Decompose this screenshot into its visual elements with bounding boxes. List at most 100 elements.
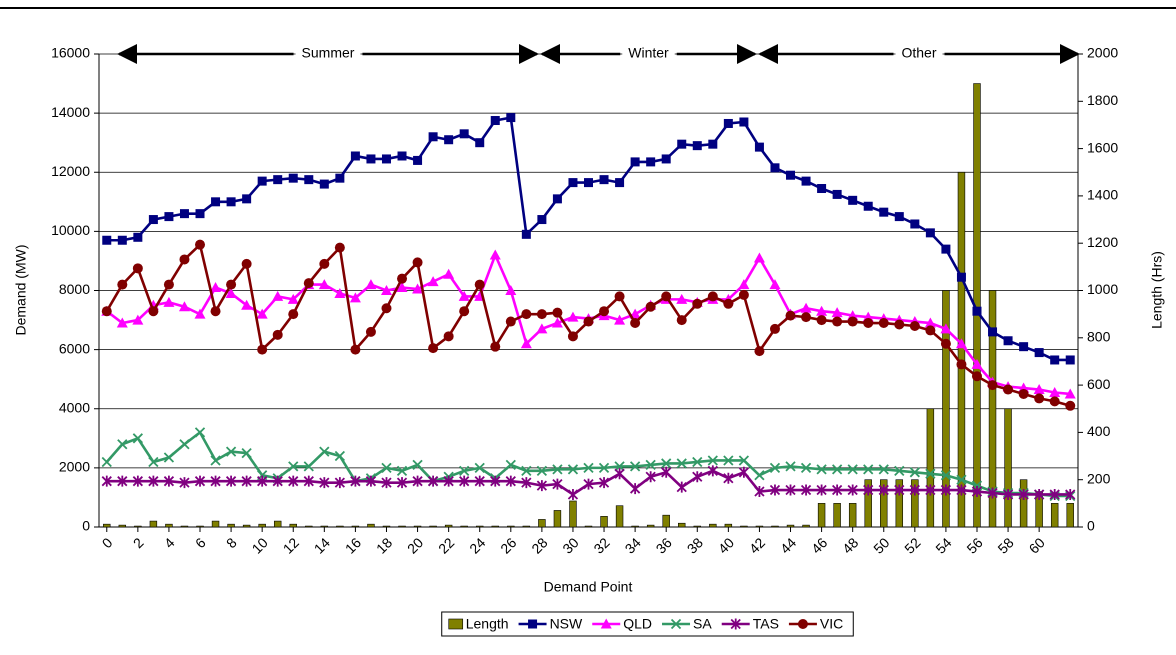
point <box>428 343 439 354</box>
point <box>365 326 376 337</box>
point <box>661 458 672 469</box>
point <box>287 293 299 304</box>
bar <box>522 525 531 528</box>
bar <box>833 503 841 528</box>
bar <box>211 520 220 528</box>
point <box>878 484 889 496</box>
bar <box>1019 479 1028 528</box>
point <box>629 483 641 495</box>
point <box>381 154 391 164</box>
x-tick-label: 42 <box>746 534 768 556</box>
point <box>661 154 671 164</box>
legend-marker <box>528 619 538 629</box>
y2-tick-label: 600 <box>1087 376 1111 392</box>
bar <box>149 520 158 528</box>
point <box>521 229 531 239</box>
y2-tick-label: 0 <box>1087 518 1095 534</box>
point <box>195 209 205 219</box>
point <box>319 179 329 189</box>
bar <box>476 525 484 528</box>
y2-tick-label: 1000 <box>1087 281 1118 297</box>
point <box>909 484 920 496</box>
point <box>769 323 780 334</box>
bar <box>802 524 810 528</box>
point <box>879 207 889 217</box>
legend-label: VIC <box>820 616 843 632</box>
point <box>925 484 936 496</box>
bar <box>553 510 562 528</box>
y2-tick-label: 200 <box>1087 470 1111 486</box>
y-tick-label: 16000 <box>51 45 90 61</box>
point <box>304 175 314 185</box>
bar <box>646 524 655 528</box>
point <box>552 464 563 475</box>
point <box>552 307 563 318</box>
point <box>567 311 579 322</box>
point <box>257 344 268 355</box>
point <box>599 175 609 185</box>
point <box>769 279 781 290</box>
point <box>987 487 998 499</box>
bar <box>289 523 297 528</box>
point <box>785 310 796 321</box>
point <box>101 475 112 487</box>
point <box>272 290 284 301</box>
point <box>490 116 500 126</box>
point <box>1034 488 1045 500</box>
point <box>381 303 392 314</box>
x-tick-label: 20 <box>404 534 426 556</box>
point <box>785 461 796 472</box>
series <box>102 113 1075 365</box>
point <box>847 484 858 496</box>
bar <box>755 525 764 528</box>
y2-tick-label: 2000 <box>1087 45 1118 61</box>
point <box>459 475 470 487</box>
point <box>770 163 780 173</box>
point <box>955 338 967 349</box>
point <box>692 456 703 468</box>
legend: Length NSW QLD SA TAS VIC <box>441 611 854 637</box>
point <box>380 285 392 295</box>
y2-tick-label: 1600 <box>1087 139 1118 155</box>
point <box>427 276 439 287</box>
legend-item: Length <box>448 616 509 632</box>
point <box>754 142 764 152</box>
y-tick-label: 0 <box>82 518 90 534</box>
point <box>552 478 563 490</box>
x-tick-label: 10 <box>249 534 271 556</box>
point <box>163 452 175 463</box>
legend-swatch <box>448 618 464 630</box>
point <box>412 459 423 471</box>
point <box>645 301 656 312</box>
point <box>412 283 424 294</box>
point <box>521 465 532 476</box>
annotation: Winter <box>628 45 669 61</box>
point <box>303 278 314 289</box>
point <box>707 465 718 477</box>
bar <box>740 525 748 528</box>
x-tick-label: 6 <box>192 534 209 551</box>
bar <box>227 523 235 528</box>
bar <box>1004 408 1012 528</box>
point <box>1034 348 1044 358</box>
bar <box>880 479 888 528</box>
point <box>536 480 548 492</box>
point <box>925 228 935 238</box>
point <box>614 314 626 325</box>
point <box>335 173 345 183</box>
point <box>1065 400 1076 411</box>
point <box>444 135 454 145</box>
point <box>786 170 796 180</box>
series <box>101 427 1076 502</box>
bar <box>351 525 360 528</box>
point <box>241 447 252 459</box>
bar <box>444 524 453 528</box>
point <box>723 472 734 484</box>
point <box>1049 396 1060 407</box>
point <box>132 263 143 274</box>
bar <box>336 525 344 528</box>
point <box>817 184 827 194</box>
point <box>988 327 998 337</box>
legend-label: Length <box>466 616 509 632</box>
point <box>832 316 843 327</box>
